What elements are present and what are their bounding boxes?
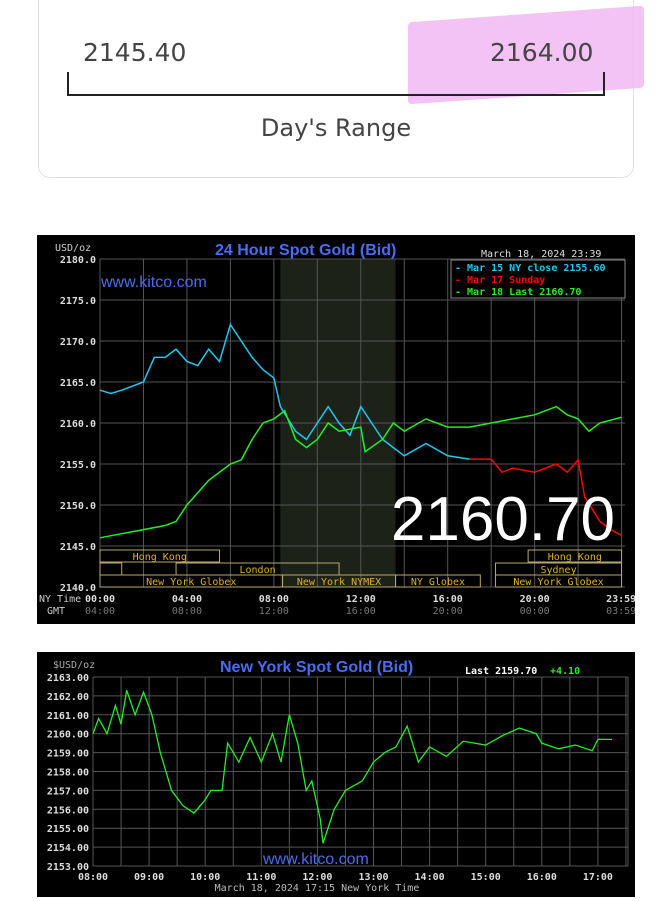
x-label-gmt: GMT (47, 606, 65, 617)
session-box (99, 549, 221, 563)
session-box (99, 562, 123, 576)
session-box (495, 574, 623, 588)
unit-label: USD/oz (55, 243, 91, 254)
x-tick-label: 13:00 (358, 872, 388, 883)
timestamp: March 18, 2024 23:39 (481, 249, 601, 260)
y-tick-label: 2145.0 (60, 542, 96, 553)
x-tick-label: 08:00 (78, 872, 108, 883)
chart-24h-gold: 2180.0 2175.0 2170.0 2165.0 2160.0 2155.0 2150… (37, 235, 636, 624)
y-tick-label: 2155.00 (47, 824, 89, 835)
x-tick-gmt: 00:00 (520, 606, 550, 617)
x-tick-label: 14:00 (415, 872, 445, 883)
session-box (527, 549, 623, 563)
x-tick-ny: 08:00 (259, 594, 289, 605)
range-low: 2145.40 (83, 38, 187, 67)
session-box (395, 574, 481, 588)
y-tick-label: 2175.0 (60, 296, 96, 307)
x-tick-label: 17:00 (583, 872, 613, 883)
x-tick-ny: 00:00 (85, 594, 115, 605)
range-high: 2164.00 (490, 38, 594, 67)
x-tick-ny: 23:59 (606, 594, 635, 605)
watermark: www.kitco.com (262, 851, 369, 868)
x-tick-ny: 20:00 (520, 594, 550, 605)
y-tick-label: 2162.00 (47, 692, 89, 703)
x-tick-gmt: 16:00 (346, 606, 376, 617)
footer-timestamp: March 18, 2024 17:15 New York Time (215, 883, 420, 894)
x-tick-ny: 04:00 (172, 594, 202, 605)
y-tick-label: 2150.0 (60, 501, 96, 512)
y-tick-label: 2170.0 (60, 337, 96, 348)
session-label: Sydney (540, 565, 576, 576)
unit-label: $USD/oz (53, 660, 95, 671)
session-label: NY Globex (411, 577, 465, 588)
legend-box (450, 259, 626, 299)
x-tick-label: 11:00 (246, 872, 276, 883)
x-label-ny: NY Time (39, 594, 81, 605)
session-label: New York NYMEX (297, 577, 381, 588)
chart-title: 24 Hour Spot Gold (Bid) (215, 242, 396, 259)
legend-entry: - Mar 17 Sunday (455, 275, 545, 286)
x-tick-label: 10:00 (190, 872, 220, 883)
range-label: Day's Range (260, 114, 412, 142)
session-label: Hong Kong (133, 552, 187, 563)
y-tick-label: 2159.00 (47, 749, 89, 760)
chart-ny-gold: 2163.00 2162.00 2161.00 2160.00 2159.00 2158.… (37, 652, 635, 897)
x-tick-gmt: 12:00 (259, 606, 289, 617)
x-tick-gmt: 08:00 (172, 606, 202, 617)
legend-entry: - Mar 18 Last 2160.70 (455, 287, 581, 298)
y-tick-label: 2140.0 (60, 583, 96, 594)
y-tick-label: 2156.00 (47, 805, 89, 816)
x-tick-label: 16:00 (527, 872, 557, 883)
session-label: Hong Kong (548, 552, 602, 563)
y-tick-label: 2161.00 (47, 711, 89, 722)
big-price: 2160.70 (391, 485, 615, 554)
range-bar (67, 72, 605, 96)
y-tick-label: 2180.0 (60, 255, 96, 266)
price-change: +4.10 (550, 666, 580, 677)
x-tick-label: 12:00 (302, 872, 332, 883)
series-line-1 (469, 458, 622, 537)
x-tick-gmt: 04:00 (85, 606, 115, 617)
x-tick-gmt: 20:00 (433, 606, 463, 617)
x-tick-label: 15:00 (471, 872, 501, 883)
y-tick-label: 2160.00 (47, 730, 89, 741)
last-price: Last 2159.70 (465, 666, 537, 677)
watermark: www.kitco.com (100, 274, 207, 291)
y-tick-label: 2158.00 (47, 768, 89, 779)
session-label: New York Globex (513, 577, 603, 588)
y-tick-label: 2165.0 (60, 378, 96, 389)
y-tick-label: 2154.00 (47, 843, 89, 854)
y-tick-label: 2157.00 (47, 786, 89, 797)
x-tick-ny: 12:00 (346, 594, 376, 605)
y-tick-label: 2155.0 (60, 460, 96, 471)
session-label: London (239, 565, 275, 576)
y-tick-label: 2160.0 (60, 419, 96, 430)
series-line-0 (99, 322, 470, 460)
chart-title: New York Spot Gold (Bid) (220, 659, 413, 676)
y-tick-label: 2153.00 (47, 862, 89, 873)
x-tick-gmt: 03:59 (606, 606, 635, 617)
y-tick-label: 2163.00 (47, 673, 89, 684)
series-line-0 (92, 690, 612, 844)
series-line-2 (99, 405, 622, 539)
x-tick-label: 09:00 (134, 872, 164, 883)
legend-entry: - Mar 15 NY close 2155.60 (455, 263, 606, 274)
x-tick-ny: 16:00 (433, 594, 463, 605)
session-label: New York Globex (146, 577, 236, 588)
